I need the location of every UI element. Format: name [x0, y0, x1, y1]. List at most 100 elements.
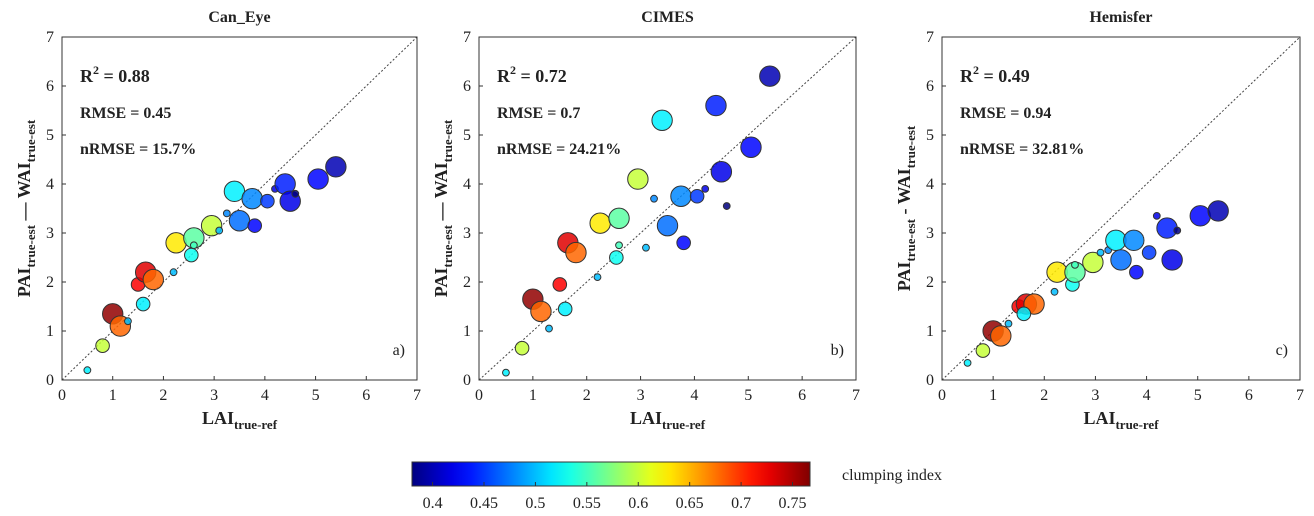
stat-annotation: R2 = 0.49 — [960, 63, 1030, 86]
y-tick-label: 5 — [463, 127, 471, 144]
x-tick-label: 1 — [529, 387, 537, 404]
stat-label: R — [497, 66, 511, 86]
y-label-sub: true-est — [23, 224, 38, 267]
y-label-sub2: true-est — [23, 119, 38, 162]
bubble — [1082, 251, 1104, 274]
bubble — [1071, 260, 1079, 269]
panel-label: b) — [831, 342, 844, 359]
stat-annotation: RMSE = 0.7 — [497, 105, 580, 122]
bubble — [260, 193, 275, 209]
x-tick-label: 3 — [210, 387, 218, 404]
bubble — [1129, 264, 1144, 280]
bubble — [215, 226, 224, 235]
colorbar-tick-label: 0.5 — [525, 495, 545, 512]
colorbar-tick-label: 0.4 — [423, 495, 443, 512]
x-axis-label: LAItrue-ref — [1083, 408, 1159, 432]
bubble — [722, 202, 731, 210]
y-tick-label: 0 — [926, 372, 934, 389]
bubble — [1161, 249, 1183, 271]
stat-annotation: R2 = 0.72 — [497, 63, 567, 86]
bubble — [701, 185, 710, 193]
bubble — [975, 343, 991, 358]
x-tick-label: 5 — [1194, 387, 1202, 404]
y-tick-label: 6 — [926, 78, 934, 95]
stat-label: R — [960, 66, 974, 86]
bubble — [228, 210, 251, 232]
bubble — [759, 65, 781, 87]
x-label-main: LAI — [1083, 408, 1115, 428]
x-label-sub: true-ref — [662, 417, 706, 432]
diagonal — [941, 36, 1301, 381]
x-tick-label: 3 — [637, 387, 645, 404]
bubble — [589, 212, 611, 234]
stat-value: = 0.49 — [979, 66, 1030, 86]
bubble — [593, 273, 602, 282]
axes-frame — [478, 36, 857, 381]
x-label-sub: true-ref — [1115, 417, 1159, 432]
bubble — [1096, 248, 1105, 257]
y-tick-label: 5 — [46, 127, 54, 144]
y-tick-label: 0 — [46, 372, 54, 389]
y-tick-label: 7 — [46, 29, 54, 46]
y-axis-label: PAItrue-est - WAItrue-est — [894, 125, 918, 291]
stat-sup: 2 — [973, 63, 979, 77]
bubble — [1152, 211, 1161, 220]
y-tick-label: 1 — [926, 323, 934, 340]
colorbar-tick-label: 0.6 — [628, 495, 648, 512]
colorbar-tick-label: 0.55 — [573, 495, 601, 512]
bubble — [651, 109, 673, 132]
bubble — [670, 185, 692, 207]
y-tick-label: 1 — [46, 323, 54, 340]
stat-annotation: RMSE = 0.45 — [80, 105, 171, 122]
colorbar-tick-label: 0.7 — [731, 495, 751, 512]
stat-annotation: nRMSE = 15.7% — [80, 141, 196, 158]
y-tick-label: 2 — [463, 274, 471, 291]
x-tick-label: 3 — [1091, 387, 1099, 404]
y-label-sub: true-est — [903, 218, 918, 261]
bubble — [83, 366, 92, 375]
x-tick-label: 2 — [159, 387, 167, 404]
colorbar — [411, 461, 811, 487]
panel-label: a) — [393, 342, 405, 359]
y-label-main2: — WAI — [431, 162, 451, 225]
bubble — [1141, 245, 1157, 260]
bubble — [1123, 229, 1145, 252]
x-tick-label: 5 — [312, 387, 320, 404]
bubble — [530, 300, 552, 323]
bubble — [325, 156, 347, 178]
bubble — [135, 296, 151, 312]
bubble — [557, 301, 573, 317]
bubble — [124, 317, 132, 326]
colorbar-tick-label: 0.45 — [470, 495, 498, 512]
bubble — [502, 368, 510, 377]
x-label-main: LAI — [630, 408, 662, 428]
x-label-main: LAI — [202, 408, 234, 428]
bubble — [514, 340, 530, 356]
bubble — [740, 136, 762, 158]
y-tick-label: 3 — [46, 225, 54, 242]
bubble — [1016, 306, 1032, 322]
x-tick-label: 7 — [1296, 387, 1304, 404]
y-label-main: PAI — [894, 262, 914, 292]
bubble — [169, 268, 178, 277]
colorbar-label: clumping index — [842, 467, 942, 484]
bubble — [609, 250, 624, 265]
stat-sup: 2 — [510, 63, 516, 77]
y-tick-label: 5 — [926, 127, 934, 144]
stat-label: R — [80, 66, 94, 86]
diagonal — [478, 36, 857, 381]
x-tick-label: 0 — [475, 387, 483, 404]
y-tick-label: 1 — [463, 323, 471, 340]
y-tick-label: 2 — [46, 274, 54, 291]
bubble — [1050, 287, 1059, 296]
y-label-main: PAI — [431, 268, 451, 298]
x-tick-label: 0 — [938, 387, 946, 404]
x-axis-label: LAItrue-ref — [630, 408, 706, 432]
bubble — [552, 277, 568, 292]
x-tick-label: 7 — [413, 387, 421, 404]
bubble — [1110, 249, 1132, 271]
bubble — [307, 168, 329, 190]
axes-frame — [61, 36, 418, 381]
stat-sup: 2 — [93, 63, 99, 77]
x-tick-label: 2 — [583, 387, 591, 404]
